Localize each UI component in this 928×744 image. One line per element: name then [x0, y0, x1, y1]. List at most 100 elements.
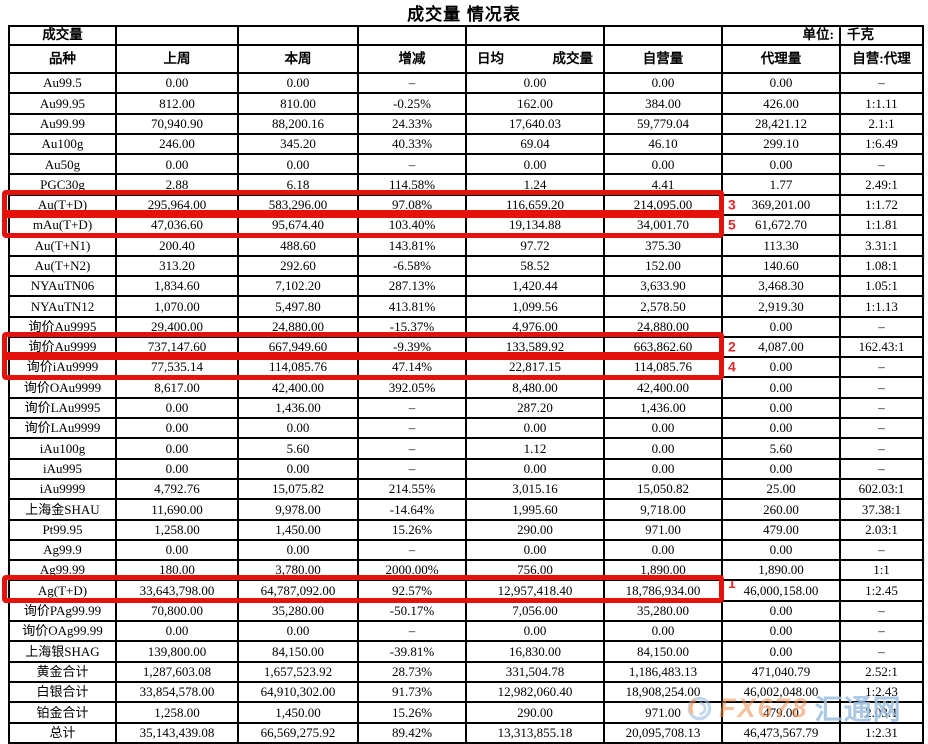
value-cell: 0.00 — [721, 376, 841, 399]
value-cell: 0.00 — [237, 71, 359, 95]
value-cell: 19,134.88 — [465, 214, 605, 237]
value-cell: 12,957,418.40 — [465, 579, 605, 602]
value-cell: 28,421.12 — [721, 112, 841, 135]
product-cell: 询价LAu9999 — [8, 417, 117, 440]
value-cell: 2.03:1 — [839, 518, 924, 541]
value-cell: 583,296.00 — [237, 193, 359, 217]
value-cell: 0.00 — [237, 153, 359, 176]
value-cell: 1,450.00 — [237, 701, 359, 724]
table-row: Au99.5 0.00 0.00–0.00 0.00 0.00– — [8, 71, 924, 95]
value-cell: 1,890.00 — [603, 559, 723, 582]
value-cell: 18,908,254.00 — [603, 680, 723, 704]
value-cell: – — [357, 153, 467, 176]
product-cell: iAu995 — [8, 457, 117, 480]
value-cell: 0.00 — [237, 417, 359, 440]
value-cell: 4,976.00 — [465, 315, 605, 338]
product-cell: 询价Au9995 — [8, 315, 117, 338]
col-header-product: 品种 — [8, 44, 117, 74]
empty-cell — [465, 25, 605, 46]
value-cell: – — [839, 417, 924, 440]
value-cell: 0.00 — [603, 153, 723, 176]
value-cell: 88,200.16 — [237, 112, 359, 135]
value-cell: 1,070.00 — [115, 295, 239, 318]
value-cell: 0.00 — [465, 153, 605, 176]
value-cell: 0.00 — [115, 417, 239, 440]
value-cell: 488.60 — [237, 234, 359, 257]
value-cell: 140.60 — [721, 254, 841, 277]
value-cell: 59,779.04 — [603, 112, 723, 135]
value-cell: 0.00 — [115, 538, 239, 562]
value-cell: – — [357, 417, 467, 440]
value-cell: 9,978.00 — [237, 498, 359, 521]
value-cell: 28.73% — [357, 660, 467, 683]
value-cell: 47.14% — [357, 356, 467, 379]
value-cell: 114.58% — [357, 173, 467, 196]
empty-cell — [115, 25, 239, 46]
value-cell: 22,817.15 — [465, 356, 605, 379]
value-cell: 260.00 — [721, 498, 841, 521]
value-cell: 95,674.40 — [237, 214, 359, 237]
value-cell: 4,792.76 — [115, 477, 239, 501]
value-cell: 471,040.79 — [721, 660, 841, 683]
value-cell: 0.00 — [465, 620, 605, 643]
value-cell: 35,143,439.08 — [115, 721, 239, 744]
page-title: 成交量 情况表 — [407, 5, 521, 24]
table-row: Au(T+D) 295,964.00 583,296.00 97.08% 116,659… — [8, 193, 924, 217]
value-cell: 24,880.00 — [237, 315, 359, 338]
value-cell: 1,995.60 — [465, 498, 605, 521]
value-cell: 20,095,708.13 — [603, 721, 723, 744]
value-cell: 1,099.56 — [465, 295, 605, 318]
product-cell: PGC30g — [8, 173, 117, 196]
table-row: 询价OAu9999 8,617.00 42,400.00 392.05% 8,480.0… — [8, 376, 924, 399]
value-cell: 0.00 — [721, 417, 841, 440]
value-cell: 97.72 — [465, 234, 605, 257]
table-row: iAu9999 4,792.76 15,075.82 214.55% 3,015.16 1… — [8, 477, 924, 501]
product-cell: 询价OAu9999 — [8, 376, 117, 399]
table-row: 询价PAg99.99 70,800.00 35,280.00 -50.17% 7,056… — [8, 599, 924, 623]
value-cell: 0.00 — [237, 538, 359, 562]
value-cell: 91.73% — [357, 680, 467, 704]
value-cell: 24.33% — [357, 112, 467, 135]
value-cell: 602.03:1 — [839, 477, 924, 501]
col-header-daily-volume: 日均 成交量 — [465, 44, 605, 74]
value-cell: 1,420.44 — [465, 274, 605, 298]
value-cell: 0.00 — [115, 620, 239, 643]
value-cell: 46,000,158.00 1 — [721, 579, 841, 602]
value-cell: 113.30 — [721, 234, 841, 257]
value-cell: 70,800.00 — [115, 599, 239, 623]
value-cell: 2,919.30 — [721, 295, 841, 318]
product-cell: Au50g — [8, 153, 117, 176]
value-cell: 1:1 — [839, 559, 924, 582]
value-cell: 1:6.49 — [839, 132, 924, 156]
value-cell: 24,880.00 — [603, 315, 723, 338]
value-cell: 214.55% — [357, 477, 467, 501]
product-cell: 上海金SHAU — [8, 498, 117, 521]
value-cell: 292.60 — [237, 254, 359, 277]
value-cell: 345.20 — [237, 132, 359, 156]
product-cell: Au99.5 — [8, 71, 117, 95]
value-cell: 46,473,567.79 — [721, 721, 841, 744]
value-cell: 40.33% — [357, 132, 467, 156]
value-cell: 64,910,302.00 — [237, 680, 359, 704]
table-row: Au(T+N2) 313.20 292.60 -6.58% 58.52 152.00 140… — [8, 254, 924, 277]
product-cell: 询价Au9999 — [8, 335, 117, 359]
product-cell: Au(T+D) — [8, 193, 117, 217]
value-cell: 0.00 — [603, 437, 723, 460]
value-cell: 133,589.92 — [465, 335, 605, 359]
value-cell: 7,056.00 — [465, 599, 605, 623]
value-cell: 0.00 — [465, 538, 605, 562]
value-cell: 116,659.20 — [465, 193, 605, 217]
product-cell: Au(T+N1) — [8, 234, 117, 257]
value-cell: 15.26% — [357, 518, 467, 541]
value-cell: 162.00 — [465, 92, 605, 115]
value-cell: 33,643,798.00 — [115, 579, 239, 602]
value-cell: 369,201.00 3 — [721, 193, 841, 217]
value-cell: 0.00 — [603, 538, 723, 562]
value-cell: 37.38:1 — [839, 498, 924, 521]
table-row: 铂金合计 1,258.00 1,450.00 15.26% 290.00 971.00 47… — [8, 701, 924, 724]
product-cell: 上海银SHAG — [8, 640, 117, 663]
value-cell: 114,085.76 — [237, 356, 359, 379]
product-cell: Ag(T+D) — [8, 579, 117, 602]
value-cell: 47,036.60 — [115, 214, 239, 237]
